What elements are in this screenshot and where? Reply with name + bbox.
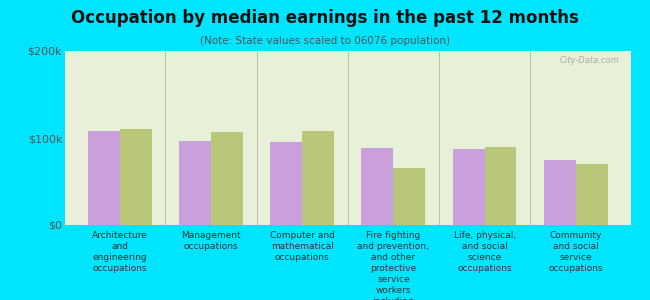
Bar	[302, 131, 334, 225]
Text: Occupation by median earnings in the past 12 months: Occupation by median earnings in the pas…	[71, 9, 579, 27]
Bar	[576, 164, 608, 225]
Bar	[120, 129, 151, 225]
Bar	[88, 131, 120, 225]
Text: (Note: State values scaled to 06076 population): (Note: State values scaled to 06076 popu…	[200, 36, 450, 46]
Bar	[393, 168, 425, 225]
Bar	[544, 160, 576, 225]
Bar	[361, 148, 393, 225]
Bar	[211, 132, 243, 225]
Text: City-Data.com: City-Data.com	[560, 56, 619, 65]
Bar	[179, 141, 211, 225]
Bar	[452, 149, 484, 225]
Bar	[484, 147, 517, 225]
Bar	[270, 142, 302, 225]
